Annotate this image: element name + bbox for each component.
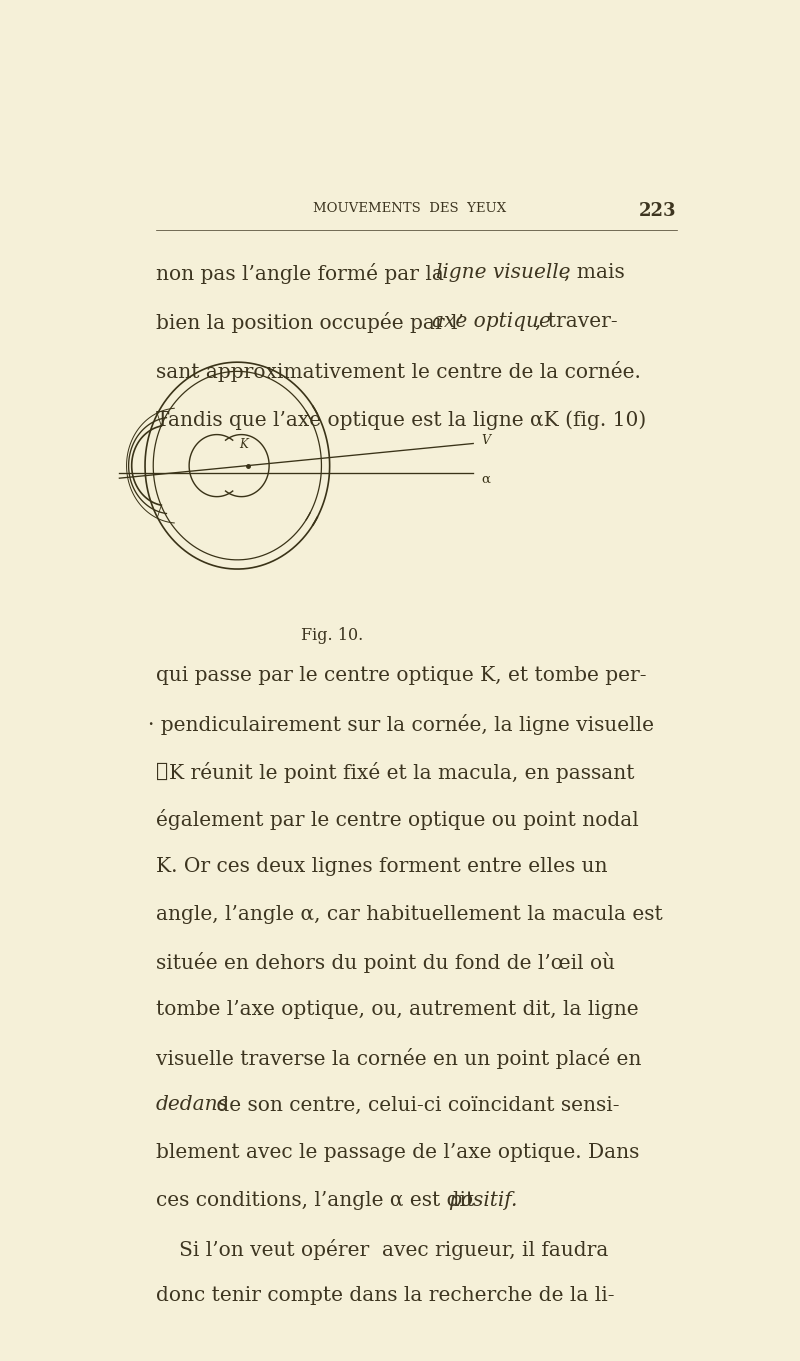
Text: ℓ: ℓ [156,762,168,781]
Text: également par le centre optique ou point nodal: également par le centre optique ou point… [156,810,638,830]
Text: sant approximativement le centre de la cornée.: sant approximativement le centre de la c… [156,362,641,382]
Text: blement avec le passage de l’axe optique. Dans: blement avec le passage de l’axe optique… [156,1143,639,1162]
Text: V: V [482,434,490,446]
Text: MOUVEMENTS  DES  YEUX: MOUVEMENTS DES YEUX [314,201,506,215]
Text: située en dehors du point du fond de l’œil où: située en dehors du point du fond de l’œ… [156,953,614,973]
Text: Tandis que l’axe optique est la ligne αK (fig. 10): Tandis que l’axe optique est la ligne αK… [156,411,646,430]
Text: α: α [482,472,490,486]
Text: , traver-: , traver- [535,312,618,331]
Text: tombe l’axe optique, ou, autrement dit, la ligne: tombe l’axe optique, ou, autrement dit, … [156,1000,638,1019]
Text: bien la position occupée par l’: bien la position occupée par l’ [156,312,464,333]
Text: qui passe par le centre optique K, et tombe per-: qui passe par le centre optique K, et to… [156,667,646,686]
Text: K réunit le point fixé et la macula, en passant: K réunit le point fixé et la macula, en … [170,762,635,783]
Text: Si l’on veut opérer  avec rigueur, il faudra: Si l’on veut opérer avec rigueur, il fau… [179,1239,609,1259]
Text: donc tenir compte dans la recherche de la li-: donc tenir compte dans la recherche de l… [156,1286,614,1305]
Text: angle, l’angle α, car habituellement la macula est: angle, l’angle α, car habituellement la … [156,905,662,924]
Text: 223: 223 [639,201,677,220]
Text: ces conditions, l’angle α est dit: ces conditions, l’angle α est dit [156,1191,481,1210]
Text: positif.: positif. [449,1191,518,1210]
Text: axe optique: axe optique [432,312,551,331]
Text: de son centre, celui-ci coïncidant sensi-: de son centre, celui-ci coïncidant sensi… [210,1096,619,1115]
Text: ligne visuelle: ligne visuelle [436,263,570,282]
Text: visuelle traverse la cornée en un point placé en: visuelle traverse la cornée en un point … [156,1048,641,1068]
Text: · pendiculairement sur la cornée, la ligne visuelle: · pendiculairement sur la cornée, la lig… [148,715,654,735]
Text: Fig. 10.: Fig. 10. [302,626,364,644]
Text: non pas l’angle formé par la: non pas l’angle formé par la [156,263,450,284]
Text: , mais: , mais [564,263,625,282]
Text: K. Or ces deux lignes forment entre elles un: K. Or ces deux lignes forment entre elle… [156,857,607,876]
Text: K: K [239,438,248,450]
Text: dedans: dedans [156,1096,229,1115]
